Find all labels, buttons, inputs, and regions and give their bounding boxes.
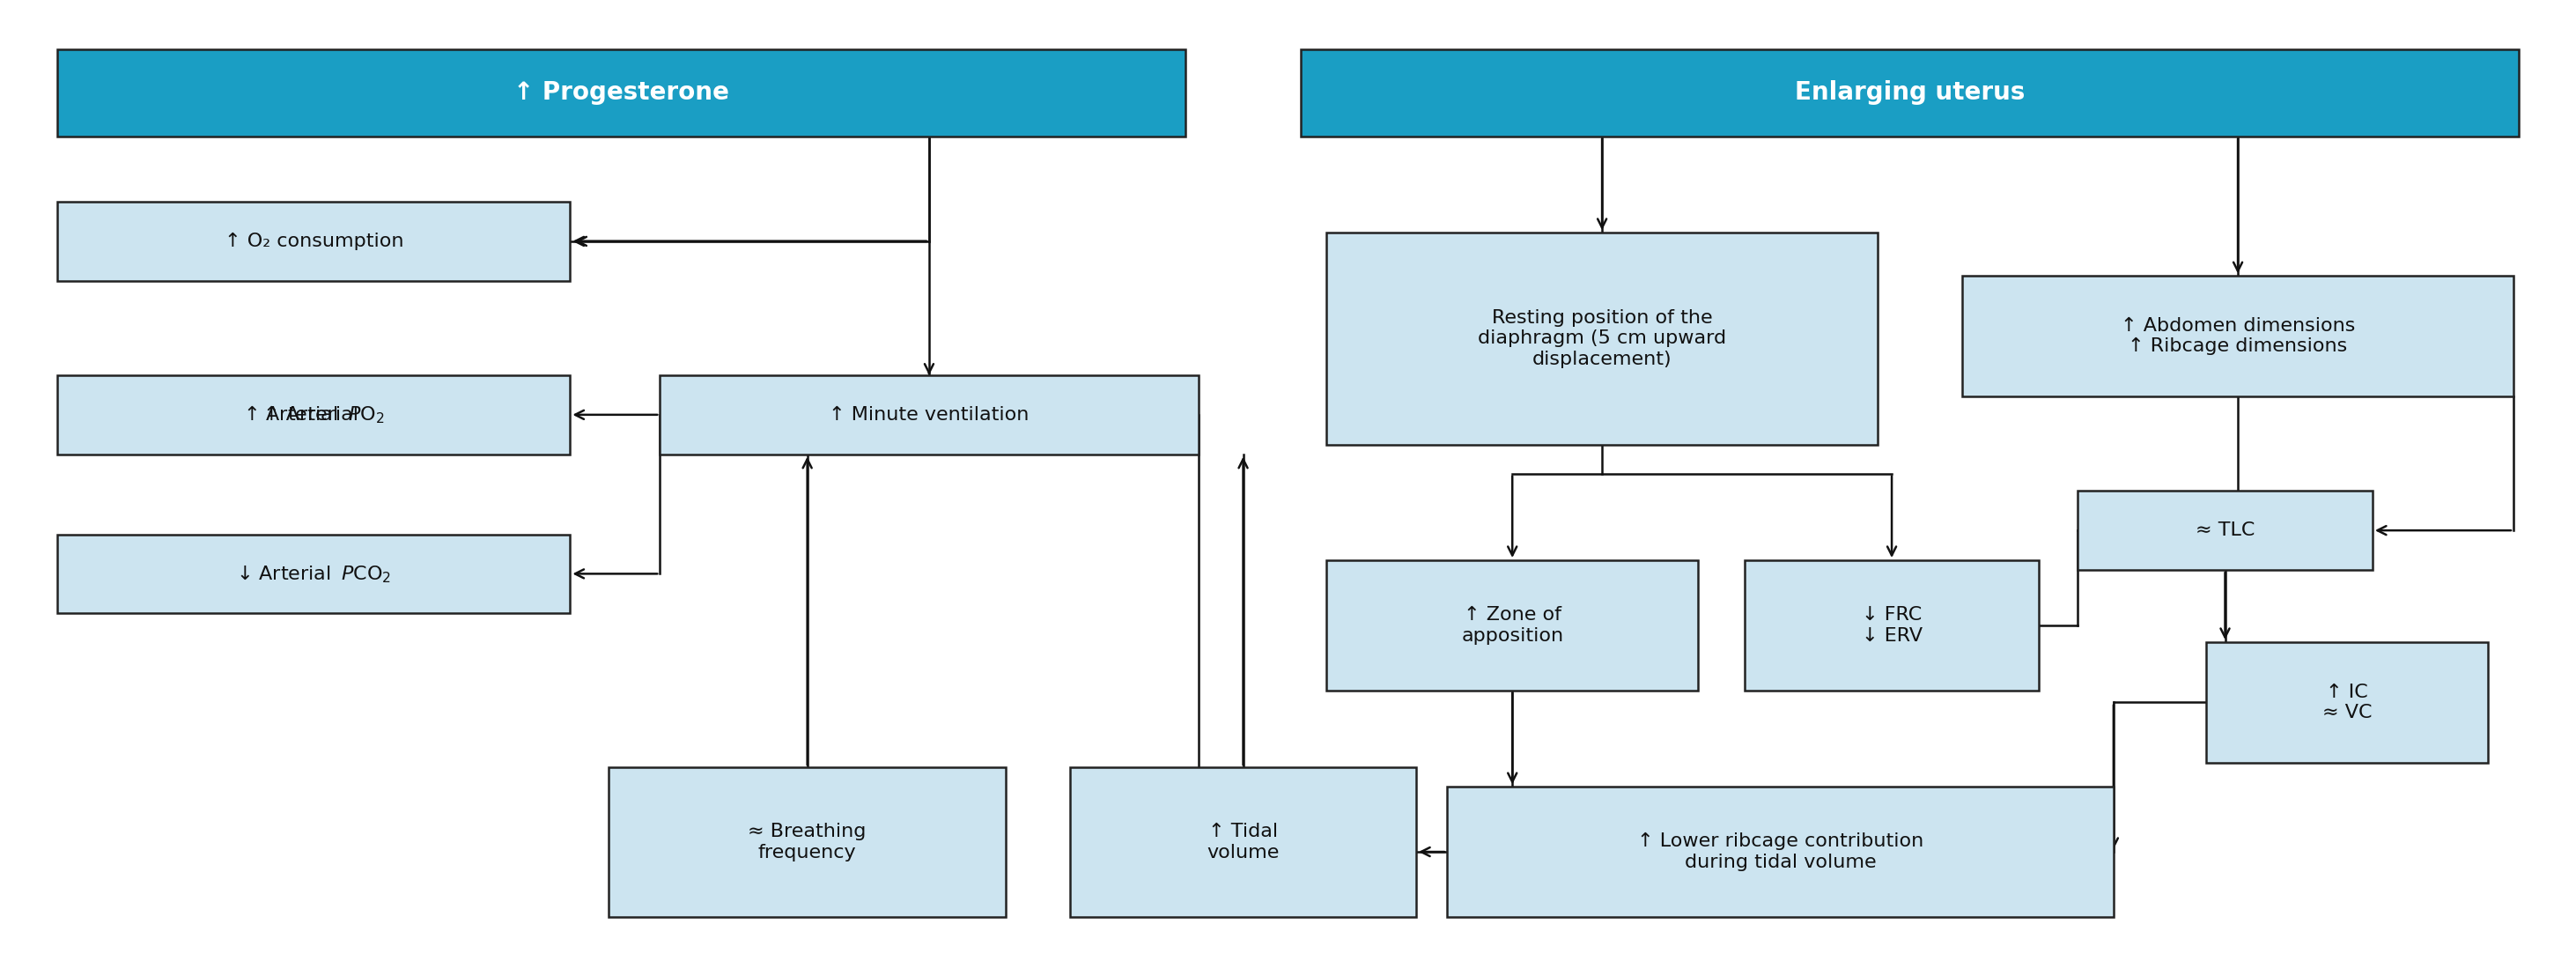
Text: ↓ FRC
↓ ERV: ↓ FRC ↓ ERV — [1862, 606, 1922, 644]
Text: ↑ O₂ consumption: ↑ O₂ consumption — [224, 232, 404, 250]
FancyBboxPatch shape — [1327, 560, 1698, 690]
Text: ↑ Abdomen dimensions
↑ Ribcage dimensions: ↑ Abdomen dimensions ↑ Ribcage dimension… — [2120, 317, 2354, 355]
Text: ↑ Zone of
apposition: ↑ Zone of apposition — [1461, 606, 1564, 644]
FancyBboxPatch shape — [608, 767, 1007, 916]
FancyBboxPatch shape — [1448, 787, 2112, 916]
FancyBboxPatch shape — [659, 375, 1198, 454]
Text: ↑ IC
≈ VC: ↑ IC ≈ VC — [2321, 683, 2372, 721]
Text: ↑ Tidal
volume: ↑ Tidal volume — [1208, 823, 1280, 861]
Text: ↑ Arterial: ↑ Arterial — [263, 406, 363, 424]
Text: ≈ TLC: ≈ TLC — [2195, 521, 2254, 539]
Text: Enlarging uterus: Enlarging uterus — [1795, 81, 2025, 105]
Text: ↑ Progesterone: ↑ Progesterone — [513, 81, 729, 105]
FancyBboxPatch shape — [1744, 560, 2040, 690]
Text: ↓ Arterial  $\it{P}$CO$_2$: ↓ Arterial $\it{P}$CO$_2$ — [237, 563, 392, 585]
FancyBboxPatch shape — [2079, 491, 2372, 570]
Text: ↑ Arterial  $\it{P}$O$_2$: ↑ Arterial $\it{P}$O$_2$ — [242, 404, 384, 426]
FancyBboxPatch shape — [57, 202, 569, 281]
FancyBboxPatch shape — [2205, 642, 2488, 762]
FancyBboxPatch shape — [1963, 276, 2514, 396]
FancyBboxPatch shape — [57, 50, 1185, 137]
FancyBboxPatch shape — [1327, 232, 1878, 445]
Text: ↑ Minute ventilation: ↑ Minute ventilation — [829, 406, 1030, 424]
FancyBboxPatch shape — [57, 534, 569, 613]
FancyBboxPatch shape — [1301, 50, 2519, 137]
FancyBboxPatch shape — [57, 375, 569, 454]
Text: ≈ Breathing
frequency: ≈ Breathing frequency — [747, 823, 866, 861]
Text: ↑ Lower ribcage contribution
during tidal volume: ↑ Lower ribcage contribution during tida… — [1636, 833, 1924, 871]
Text: Resting position of the
diaphragm (5 cm upward
displacement): Resting position of the diaphragm (5 cm … — [1479, 309, 1726, 368]
FancyBboxPatch shape — [1069, 767, 1417, 916]
